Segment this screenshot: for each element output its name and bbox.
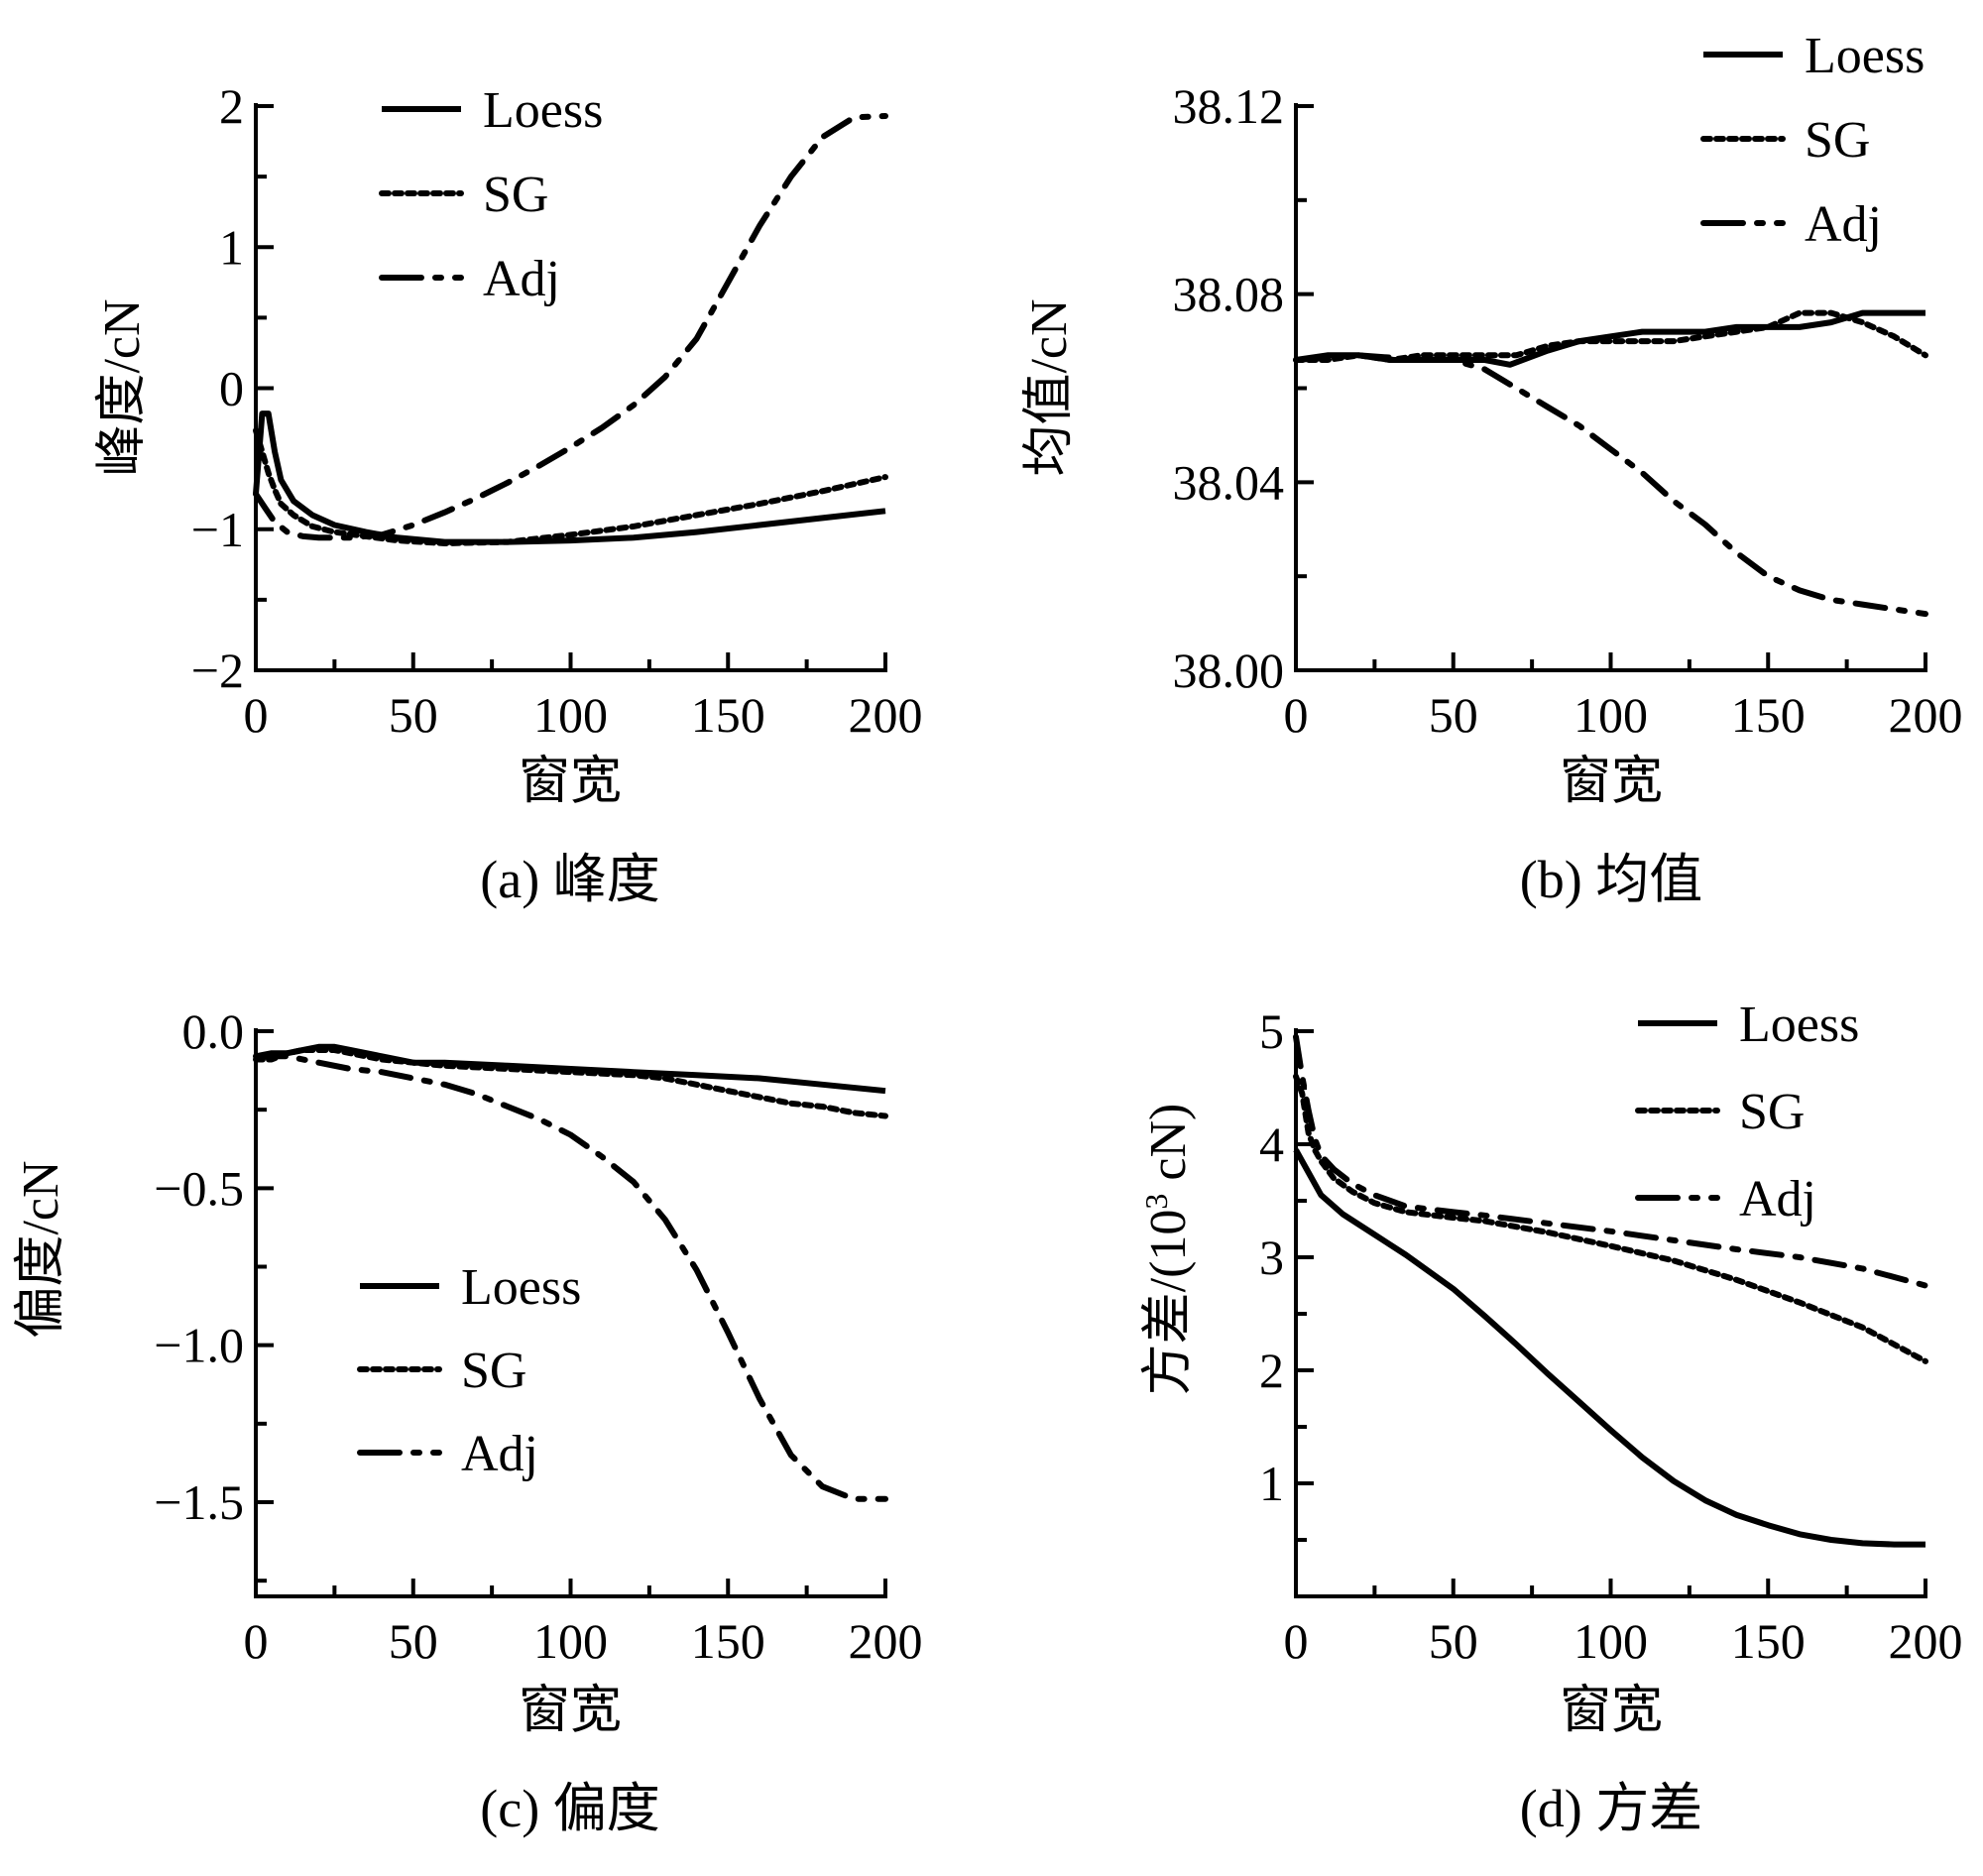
legend-label-sg: SG: [1805, 112, 1870, 169]
y-tick-label: −2: [191, 643, 244, 698]
panel-caption: (a) 峰度: [480, 850, 659, 909]
x-tick-label: 100: [1574, 1613, 1648, 1669]
chart-panel-b: 0 50 100 150 200 38.00 38.04 38.08 38.12 Loess SG A…: [1021, 28, 1963, 909]
x-axis-title: 窗宽: [1560, 1683, 1663, 1739]
y-tick-label: 1: [1259, 1456, 1284, 1511]
series-line-sg: [253, 427, 888, 546]
y-tick-label: 0.0: [182, 1003, 245, 1059]
y-axis-title: 峰度/cN: [94, 298, 151, 476]
x-tick-label: 50: [1429, 687, 1478, 743]
x-axis-title: 窗宽: [1560, 754, 1663, 810]
legend-label-loess: Loess: [1805, 28, 1925, 84]
x-tick-label: 150: [691, 687, 765, 743]
series-line-loess: [1293, 1148, 1925, 1548]
x-tick-label: 50: [389, 687, 438, 743]
chart-panel-a: 0 50 100 150 200 −2 −1 0 1 2 Loess SG Adj 峰度/cN 窗宽 (a) …: [94, 78, 923, 909]
series-line-adj: [253, 1053, 888, 1502]
panel-caption: (d) 方差: [1520, 1779, 1702, 1838]
y-tick-label: 0: [219, 361, 244, 416]
panel-caption: (c) 偏度: [480, 1779, 659, 1838]
y-tick-label: 38.08: [1173, 267, 1285, 322]
legend-label-adj: Adj: [461, 1426, 538, 1482]
x-tick-label: 150: [1731, 1613, 1806, 1669]
x-tick-label: 0: [1284, 1613, 1309, 1669]
y-tick-label: 38.04: [1173, 454, 1285, 510]
x-tick-label: 100: [533, 1613, 608, 1669]
legend-label-sg: SG: [483, 167, 548, 223]
y-tick-label: 2: [1259, 1343, 1284, 1398]
x-tick-label: 0: [1284, 687, 1309, 743]
y-tick-label: 2: [219, 78, 244, 134]
series-line-adj: [1293, 352, 1928, 618]
y-tick-label: 1: [219, 219, 244, 275]
series-line-sg: [1293, 1073, 1928, 1364]
y-axis-title: 偏度/cN: [13, 1160, 69, 1338]
x-tick-label: 150: [691, 1613, 765, 1669]
legend-label-sg: SG: [461, 1343, 526, 1399]
series-line-sg: [253, 1047, 888, 1119]
y-tick-label: 4: [1259, 1116, 1284, 1172]
y-axis-title-unit: cN): [1140, 1104, 1197, 1194]
legend-label-adj: Adj: [483, 251, 560, 307]
x-axis-title: 窗宽: [519, 754, 622, 810]
y-tick-label: 5: [1259, 1003, 1284, 1059]
x-tick-label: 50: [389, 1613, 438, 1669]
x-axis-title: 窗宽: [519, 1683, 622, 1739]
legend-label-adj: Adj: [1739, 1171, 1816, 1228]
x-tick-label: 100: [533, 687, 608, 743]
y-tick-label: −1: [191, 502, 244, 557]
legend-label-adj: Adj: [1805, 196, 1882, 253]
legend-label-loess: Loess: [483, 82, 603, 139]
y-tick-label: −1.0: [154, 1318, 244, 1373]
legend-label-sg: SG: [1739, 1084, 1805, 1140]
y-tick-label: 3: [1259, 1230, 1284, 1285]
x-tick-label: 50: [1429, 1613, 1478, 1669]
x-tick-label: 200: [849, 1613, 923, 1669]
chart-panel-c: 0 50 100 150 200 0.0 −0.5 −1.0 −1.5 Loess SG Adj 偏度/…: [13, 1003, 923, 1838]
y-axis-title-superscript: 3: [1138, 1194, 1174, 1210]
y-tick-label: −0.5: [154, 1160, 244, 1216]
y-tick-label: −1.5: [154, 1474, 244, 1530]
x-tick-label: 150: [1731, 687, 1806, 743]
y-tick-label: 38.00: [1173, 643, 1285, 698]
legend-label-loess: Loess: [461, 1259, 581, 1316]
series-line-loess: [253, 410, 886, 545]
y-axis-title: 方差/(103 cN): [1138, 1104, 1197, 1396]
legend-label-loess: Loess: [1739, 997, 1859, 1053]
x-tick-label: 200: [849, 687, 923, 743]
panel-caption: (b) 均值: [1520, 850, 1702, 909]
x-tick-label: 0: [244, 1613, 269, 1669]
x-tick-label: 0: [244, 687, 269, 743]
y-axis-title-main: 方差/(10: [1140, 1210, 1197, 1396]
y-axis-title: 均值/cN: [1021, 298, 1078, 476]
x-tick-label: 200: [1889, 687, 1963, 743]
x-tick-label: 100: [1574, 687, 1648, 743]
x-tick-label: 200: [1889, 1613, 1963, 1669]
y-tick-label: 38.12: [1173, 78, 1285, 134]
series-line-adj: [253, 113, 888, 541]
